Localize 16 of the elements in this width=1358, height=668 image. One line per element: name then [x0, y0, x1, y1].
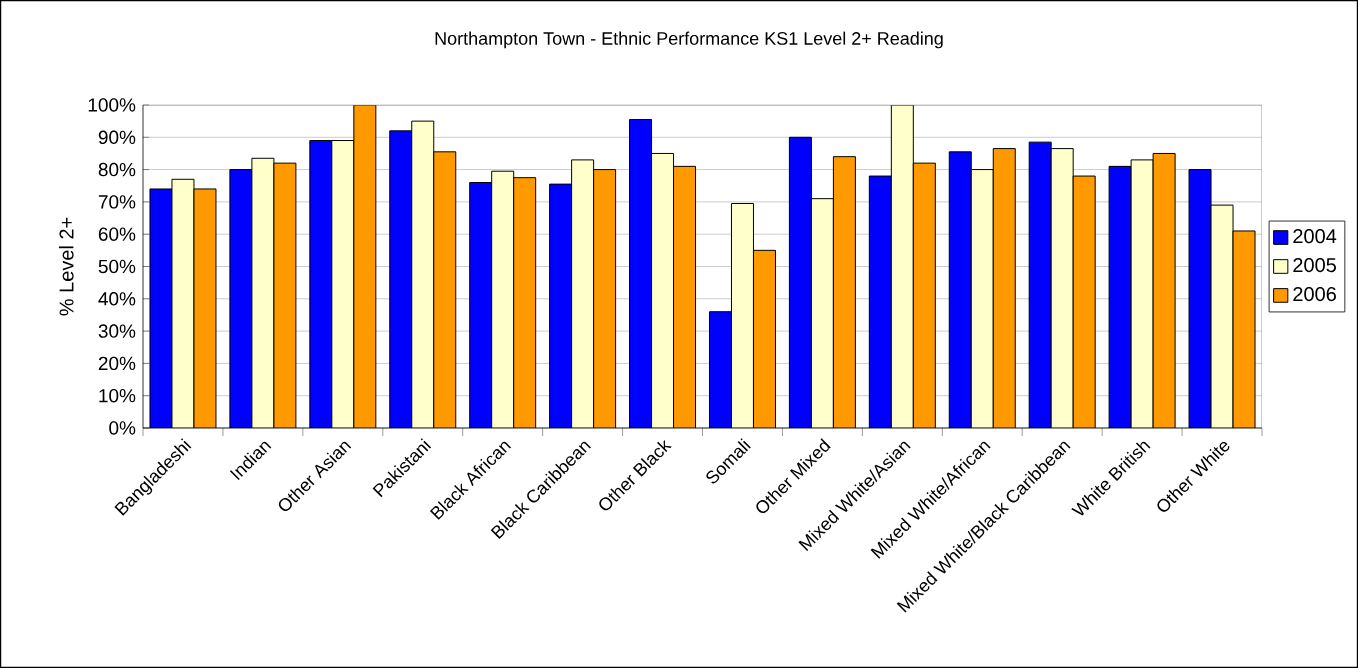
y-tick-label: 70% — [98, 195, 136, 209]
y-tick-label: 60% — [98, 227, 136, 241]
y-tick-label: 30% — [98, 324, 136, 338]
chart-title: Northampton Town - Ethnic Performance KS1 Level 2+ Reading — [435, 31, 943, 49]
y-tick-label: 50% — [98, 259, 136, 274]
y-tick-label: 40% — [98, 292, 136, 306]
y-axis-title: % Level 2+ — [58, 217, 74, 316]
legend-label: 2004 — [1293, 229, 1337, 244]
legend-label: 2006 — [1293, 286, 1336, 302]
y-tick-label: 90% — [98, 130, 136, 145]
legend-label: 2005 — [1293, 258, 1336, 273]
y-tick-label: 80% — [98, 162, 136, 177]
y-tick-label: 10% — [99, 388, 136, 403]
y-tick-label: 0% — [109, 421, 136, 435]
y-tick-label: 20% — [98, 356, 136, 371]
y-tick-label: 100% — [88, 98, 136, 112]
